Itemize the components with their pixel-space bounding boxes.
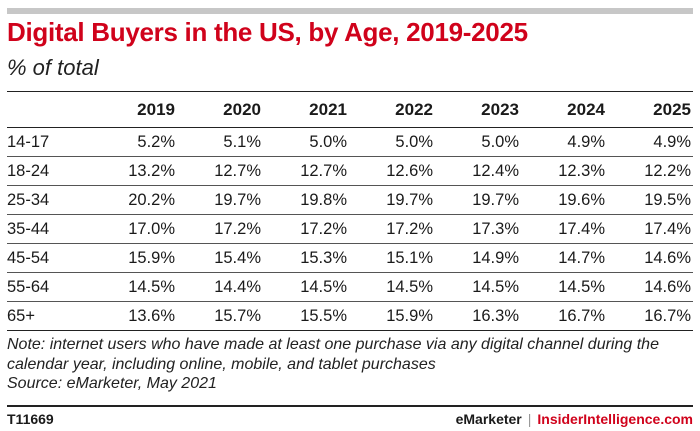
chart-title: Digital Buyers in the US, by Age, 2019-2… xyxy=(7,17,528,47)
column-header: 2022 xyxy=(395,99,433,119)
table-row: 65+ 13.6% 15.7% 15.5% 15.9% 16.3% 16.7% 16.7% xyxy=(7,302,693,331)
row-label-cell: 55-64 xyxy=(7,277,50,296)
value-cell: 5.0% xyxy=(395,132,433,151)
value-cell: 17.2% xyxy=(300,219,347,238)
value-cell: 5.0% xyxy=(481,132,519,151)
value-cell: 5.1% xyxy=(223,132,261,151)
value-cell: 15.9% xyxy=(386,306,433,325)
row-label-cell: 65+ xyxy=(7,306,35,325)
value-cell: 17.3% xyxy=(472,219,519,238)
value-cell: 13.2% xyxy=(128,161,175,180)
value-cell: 14.6% xyxy=(644,248,691,267)
column-header: 2023 xyxy=(481,99,519,119)
value-cell: 14.5% xyxy=(558,277,605,296)
table-row: 14-17 5.2% 5.1% 5.0% 5.0% 5.0% 4.9% 4.9% xyxy=(7,128,693,157)
table-row: 45-54 15.9% 15.4% 15.3% 15.1% 14.9% 14.7% 14.6% xyxy=(7,244,693,273)
value-cell: 15.1% xyxy=(386,248,433,267)
value-cell: 19.6% xyxy=(558,190,605,209)
row-label-cell: 18-24 xyxy=(7,161,50,180)
table-row: 25-34 20.2% 19.7% 19.8% 19.7% 19.7% 19.6% 19.5% xyxy=(7,186,693,215)
value-cell: 5.0% xyxy=(309,132,347,151)
footnote: Note: internet users who have made at le… xyxy=(7,335,693,394)
value-cell: 14.6% xyxy=(644,277,691,296)
chart-subtitle: % of total xyxy=(7,55,99,80)
column-header: 2025 xyxy=(653,99,691,119)
value-cell: 17.4% xyxy=(558,219,605,238)
value-cell: 17.0% xyxy=(128,219,175,238)
value-cell: 15.3% xyxy=(300,248,347,267)
value-cell: 12.7% xyxy=(214,161,261,180)
value-cell: 14.5% xyxy=(386,277,433,296)
value-cell: 15.4% xyxy=(214,248,261,267)
value-cell: 4.9% xyxy=(567,132,605,151)
note-text: Note: internet users who have made at le… xyxy=(7,336,659,373)
data-table: 2019 2020 2021 2022 2023 2024 2025 14-17 5.2% 5.… xyxy=(7,91,693,331)
column-header: 2021 xyxy=(309,99,347,119)
value-cell: 13.6% xyxy=(128,306,175,325)
value-cell: 19.7% xyxy=(214,190,261,209)
column-header: 2020 xyxy=(223,99,261,119)
value-cell: 14.5% xyxy=(300,277,347,296)
value-cell: 5.2% xyxy=(137,132,175,151)
value-cell: 15.7% xyxy=(214,306,261,325)
value-cell: 17.2% xyxy=(214,219,261,238)
value-cell: 12.7% xyxy=(300,161,347,180)
brand-insiderintelligence: InsiderIntelligence.com xyxy=(537,411,693,427)
row-label-cell: 14-17 xyxy=(7,132,50,151)
value-cell: 14.5% xyxy=(472,277,519,296)
column-header: 2019 xyxy=(137,99,175,119)
value-cell: 14.4% xyxy=(214,277,261,296)
value-cell: 12.2% xyxy=(644,161,691,180)
value-cell: 14.7% xyxy=(558,248,605,267)
row-label-cell: 25-34 xyxy=(7,190,50,209)
value-cell: 19.5% xyxy=(644,190,691,209)
table-header-row: 2019 2020 2021 2022 2023 2024 2025 xyxy=(7,91,693,128)
table-row: 55-64 14.5% 14.4% 14.5% 14.5% 14.5% 14.5% 14.6% xyxy=(7,273,693,302)
value-cell: 12.3% xyxy=(558,161,605,180)
brand-emarketer: eMarketer xyxy=(455,411,522,427)
value-cell: 4.9% xyxy=(653,132,691,151)
value-cell: 14.5% xyxy=(128,277,175,296)
table-body: 14-17 5.2% 5.1% 5.0% 5.0% 5.0% 4.9% 4.9% 18-24 13… xyxy=(7,128,693,331)
value-cell: 19.8% xyxy=(300,190,347,209)
table-row: 35-44 17.0% 17.2% 17.2% 17.2% 17.3% 17.4% 17.4% xyxy=(7,215,693,244)
value-cell: 16.7% xyxy=(558,306,605,325)
brand-footer: eMarketer | InsiderIntelligence.com xyxy=(456,411,693,427)
value-cell: 20.2% xyxy=(128,190,175,209)
column-header: 2024 xyxy=(567,99,605,119)
source-text: Source: eMarketer, May 2021 xyxy=(7,375,217,392)
value-cell: 12.4% xyxy=(472,161,519,180)
table-row: 18-24 13.2% 12.7% 12.7% 12.6% 12.4% 12.3% 12.2% xyxy=(7,157,693,186)
chart-code: T11669 xyxy=(7,411,54,427)
value-cell: 15.9% xyxy=(128,248,175,267)
value-cell: 16.7% xyxy=(644,306,691,325)
bottom-rule xyxy=(7,405,693,407)
value-cell: 19.7% xyxy=(472,190,519,209)
header-empty-cell xyxy=(7,92,91,128)
value-cell: 17.2% xyxy=(386,219,433,238)
data-table-container: 2019 2020 2021 2022 2023 2024 2025 14-17 5.2% 5.… xyxy=(7,91,693,331)
top-rule xyxy=(7,8,693,14)
brand-separator: | xyxy=(527,411,532,427)
value-cell: 17.4% xyxy=(644,219,691,238)
value-cell: 16.3% xyxy=(472,306,519,325)
value-cell: 14.9% xyxy=(472,248,519,267)
row-label-cell: 35-44 xyxy=(7,219,50,238)
value-cell: 12.6% xyxy=(386,161,433,180)
value-cell: 15.5% xyxy=(300,306,347,325)
value-cell: 19.7% xyxy=(386,190,433,209)
row-label-cell: 45-54 xyxy=(7,248,50,267)
